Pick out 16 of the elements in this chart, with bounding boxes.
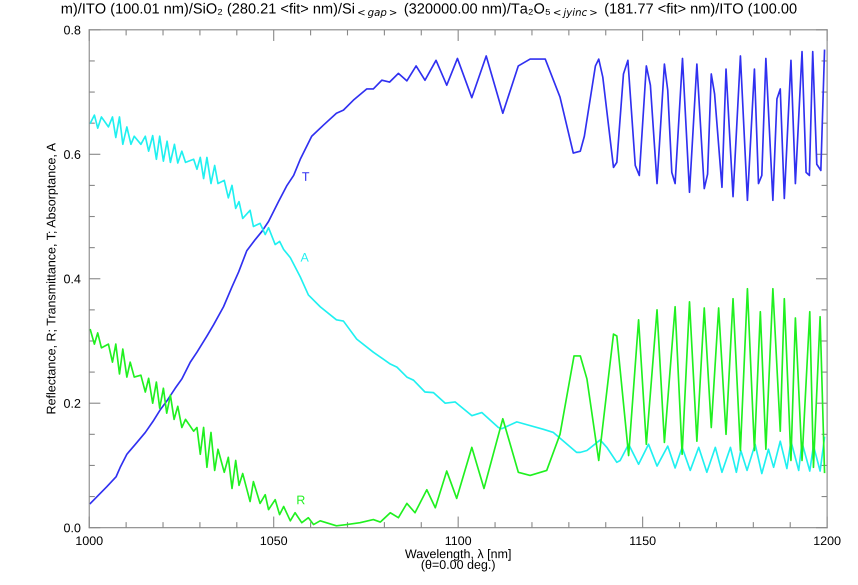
x-tick-label: 1200 [814,536,841,546]
x-axis-title: Wavelength, λ [nm] (θ=0.00 deg.) [404,549,511,572]
y-tick-label: 0.0 [64,523,80,532]
x-tick-label: 1000 [76,536,103,546]
y-axis-title: Reflectance, R; Transmittance, T; Absorptance, A [46,143,58,414]
y-tick-label: 0.8 [64,26,80,34]
y-tick-label: 0.4 [64,274,81,284]
series-label: A [300,253,309,262]
y-tick-label: 0.2 [64,399,80,408]
series-label: R [297,496,305,504]
x-tick-label: 1150 [630,536,656,546]
y-tick-label: 0.6 [64,150,80,159]
chart-title: m)/ITO (100.01 nm)/SiO₂ (280.21 <fit> nm)/Si$_{<gap>}$ (320000.00 nm)/Ta₂O₅$_{<jyinc>}$ (181.77 <fit> nm)/ITO (100.00 [62,2,797,18]
x-tick-label: 1050 [260,536,288,546]
series-label: T [302,172,310,181]
x-tick-label: 1100 [446,536,472,546]
